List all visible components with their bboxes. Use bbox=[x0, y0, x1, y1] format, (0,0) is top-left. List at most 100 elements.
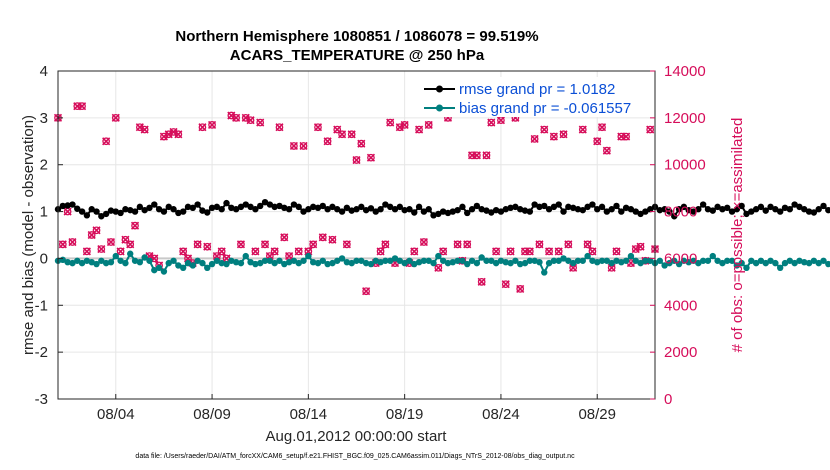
rmse-point bbox=[247, 203, 254, 211]
obs-possible-point bbox=[246, 116, 255, 125]
obs-possible-point bbox=[362, 287, 370, 296]
obs-assimilated-point bbox=[232, 113, 241, 122]
right-tick-label: 12000 bbox=[664, 110, 706, 127]
obs-assimilated-point bbox=[280, 233, 289, 242]
obs-possible-point bbox=[121, 235, 130, 244]
bias-point bbox=[555, 257, 562, 264]
left-tick-label: -3 bbox=[35, 391, 48, 408]
plot-area bbox=[58, 71, 655, 399]
rmse-point bbox=[464, 209, 471, 217]
right-tick-label: 6000 bbox=[664, 250, 697, 267]
rmse-point bbox=[257, 202, 264, 210]
obs-assimilated-point bbox=[164, 130, 173, 139]
rmse-point bbox=[661, 206, 668, 213]
legend-bias-marker bbox=[436, 104, 443, 112]
rmse-point bbox=[314, 204, 322, 212]
bias-point bbox=[815, 259, 822, 267]
bias-point bbox=[728, 257, 736, 264]
obs-assimilated-point bbox=[130, 221, 140, 230]
obs-possible-point bbox=[535, 240, 544, 249]
bias-point bbox=[492, 259, 500, 267]
obs-assimilated-point bbox=[179, 247, 188, 256]
rmse-point bbox=[478, 206, 485, 213]
obs-possible-point bbox=[140, 125, 149, 134]
bias-point bbox=[719, 259, 726, 267]
rmse-point bbox=[507, 204, 514, 212]
obs-possible-point bbox=[251, 247, 260, 256]
rmse-point bbox=[131, 208, 139, 215]
rmse-point bbox=[483, 207, 490, 214]
obs-possible-point bbox=[376, 247, 385, 256]
bias-point bbox=[531, 257, 538, 264]
rmse-point bbox=[695, 206, 702, 213]
bias-point bbox=[194, 257, 201, 264]
obs-possible-point bbox=[83, 247, 91, 256]
obs-possible-point bbox=[367, 153, 375, 162]
obs-assimilated-point bbox=[236, 240, 246, 249]
obs-assimilated-point bbox=[554, 247, 563, 256]
bias-point bbox=[656, 257, 664, 264]
bias-point bbox=[396, 257, 404, 264]
obs-possible-point bbox=[232, 114, 240, 122]
bias-point bbox=[232, 258, 240, 266]
rmse-point bbox=[232, 206, 240, 213]
obs-assimilated-point bbox=[569, 263, 578, 272]
obs-assimilated-point bbox=[631, 244, 640, 254]
rmse-point bbox=[305, 206, 312, 213]
obs-possible-point bbox=[468, 151, 476, 160]
obs-possible-point bbox=[550, 132, 558, 141]
obs-assimilated-point bbox=[453, 240, 462, 249]
bias-point bbox=[738, 259, 745, 267]
obs-assimilated-point bbox=[106, 237, 116, 247]
rmse-point bbox=[815, 206, 822, 213]
obs-assimilated-point bbox=[482, 151, 491, 160]
bias-point bbox=[675, 260, 683, 268]
obs-assimilated-point bbox=[477, 277, 486, 286]
obs-possible-point bbox=[328, 235, 337, 244]
bias-point bbox=[545, 259, 553, 267]
bias-point bbox=[478, 254, 485, 261]
rmse-point bbox=[348, 207, 355, 214]
obs-assimilated-point bbox=[251, 247, 260, 256]
obs-possible-point bbox=[343, 240, 351, 249]
obs-possible-point bbox=[270, 247, 279, 256]
rmse-point bbox=[324, 206, 331, 213]
obs-assimilated-point bbox=[612, 247, 621, 256]
obs-possible-point bbox=[506, 247, 515, 256]
obs-possible-point bbox=[521, 247, 529, 256]
obs-assimilated-point bbox=[241, 113, 250, 122]
obs-assimilated-point bbox=[530, 134, 539, 144]
obs-assimilated-point bbox=[140, 125, 149, 134]
rmse-point bbox=[387, 203, 394, 211]
rmse-point bbox=[579, 206, 586, 214]
bias-point bbox=[805, 259, 813, 267]
rmse-point bbox=[295, 203, 302, 211]
bias-point bbox=[724, 257, 731, 264]
rmse-point bbox=[752, 206, 760, 213]
bias-point bbox=[497, 257, 505, 264]
bias-point bbox=[146, 257, 153, 264]
obs-possible-point bbox=[434, 263, 443, 272]
rmse-point bbox=[603, 208, 611, 215]
rmse-point bbox=[468, 206, 476, 213]
rmse-point bbox=[309, 203, 317, 211]
obs-assimilated-point bbox=[217, 247, 226, 256]
bias-point bbox=[781, 259, 789, 267]
bias-point bbox=[608, 259, 615, 267]
obs-assimilated-point bbox=[593, 137, 602, 146]
obs-assimilated-point bbox=[410, 247, 419, 256]
obs-possible-point bbox=[102, 137, 110, 146]
right-tick-label: 2000 bbox=[664, 344, 697, 361]
obs-possible-point bbox=[58, 240, 67, 249]
bias-point bbox=[261, 257, 269, 264]
obs-possible-point bbox=[261, 240, 269, 249]
bias-point bbox=[439, 257, 447, 264]
obs-possible-point bbox=[593, 137, 602, 146]
obs-assimilated-point bbox=[578, 125, 587, 134]
obs-possible-point bbox=[482, 151, 491, 160]
bias-point bbox=[584, 252, 591, 260]
rmse-point bbox=[646, 206, 654, 213]
bias-point bbox=[64, 258, 71, 266]
bias-point bbox=[338, 255, 346, 262]
bias-point bbox=[184, 259, 192, 267]
